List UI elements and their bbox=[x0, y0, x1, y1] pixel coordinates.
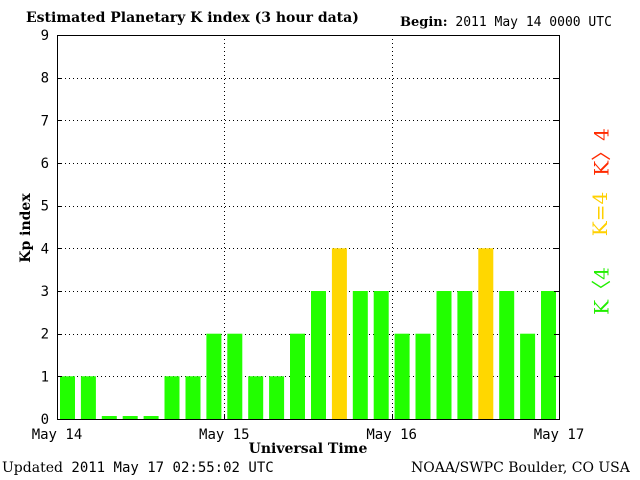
bar bbox=[478, 248, 494, 419]
begin-value: 2011 May 14 0000 UTC bbox=[455, 15, 612, 30]
legend-k-equal-4: K=4 bbox=[588, 191, 612, 237]
bar bbox=[248, 376, 264, 419]
bar bbox=[206, 333, 222, 419]
y-tick-label: 2 bbox=[41, 327, 49, 343]
x-tick-label: May 15 bbox=[199, 427, 250, 443]
updated-label: Updated bbox=[2, 460, 63, 476]
y-axis-label: Kp index bbox=[18, 193, 34, 263]
bars bbox=[60, 248, 556, 419]
legend-k-above-4: K〉4 bbox=[589, 128, 614, 176]
y-tick-label: 4 bbox=[41, 241, 49, 257]
x-axis-ticks: May 14 May 15 May 16 May 17 bbox=[32, 414, 585, 443]
bar bbox=[457, 291, 473, 419]
plot-frame bbox=[57, 35, 560, 420]
bar bbox=[80, 376, 96, 419]
bar bbox=[311, 291, 326, 419]
bar bbox=[290, 333, 305, 419]
bar bbox=[269, 376, 285, 419]
chart-title: Estimated Planetary K index (3 hour data… bbox=[26, 10, 359, 26]
bar bbox=[415, 333, 431, 419]
begin-label: Begin: bbox=[400, 15, 448, 30]
y-tick-label: 5 bbox=[41, 199, 49, 215]
bar bbox=[499, 291, 515, 419]
x-tick-label: May 16 bbox=[366, 427, 417, 443]
bar bbox=[143, 416, 159, 419]
bar bbox=[185, 376, 201, 419]
credit-text: NOAA/SWPC Boulder, CO USA bbox=[411, 460, 630, 476]
y-tick-label: 1 bbox=[41, 369, 49, 385]
bar bbox=[60, 376, 75, 419]
x-axis-label: Universal Time bbox=[248, 441, 368, 457]
y-tick-label: 3 bbox=[41, 284, 49, 300]
updated-timestamp: Updated 2011 May 17 02:55:02 UTC bbox=[2, 460, 274, 476]
y-tick-label: 8 bbox=[41, 71, 49, 87]
legend-k-below-4: K〈4 bbox=[589, 267, 614, 315]
begin-time: Begin: 2011 May 14 0000 UTC bbox=[400, 15, 612, 30]
bar bbox=[352, 291, 368, 419]
bar bbox=[227, 333, 243, 419]
bar bbox=[541, 291, 556, 419]
x-tick-label: May 17 bbox=[534, 427, 585, 443]
x-tick-label: May 14 bbox=[32, 427, 83, 443]
bar bbox=[101, 416, 117, 419]
bar bbox=[520, 333, 536, 419]
bar bbox=[164, 376, 180, 419]
y-tick-label: 7 bbox=[41, 113, 49, 129]
bar bbox=[436, 291, 452, 419]
bar bbox=[331, 248, 347, 419]
y-tick-label: 9 bbox=[41, 28, 49, 44]
bar bbox=[122, 416, 138, 419]
y-axis-ticks: 0 1 2 3 4 5 6 7 8 9 bbox=[41, 28, 559, 428]
grid-lines bbox=[57, 35, 559, 419]
y-tick-label: 0 bbox=[41, 412, 49, 428]
updated-value: 2011 May 17 02:55:02 UTC bbox=[71, 460, 274, 476]
bar bbox=[394, 333, 410, 419]
bar bbox=[373, 291, 389, 419]
y-tick-label: 6 bbox=[41, 156, 49, 172]
